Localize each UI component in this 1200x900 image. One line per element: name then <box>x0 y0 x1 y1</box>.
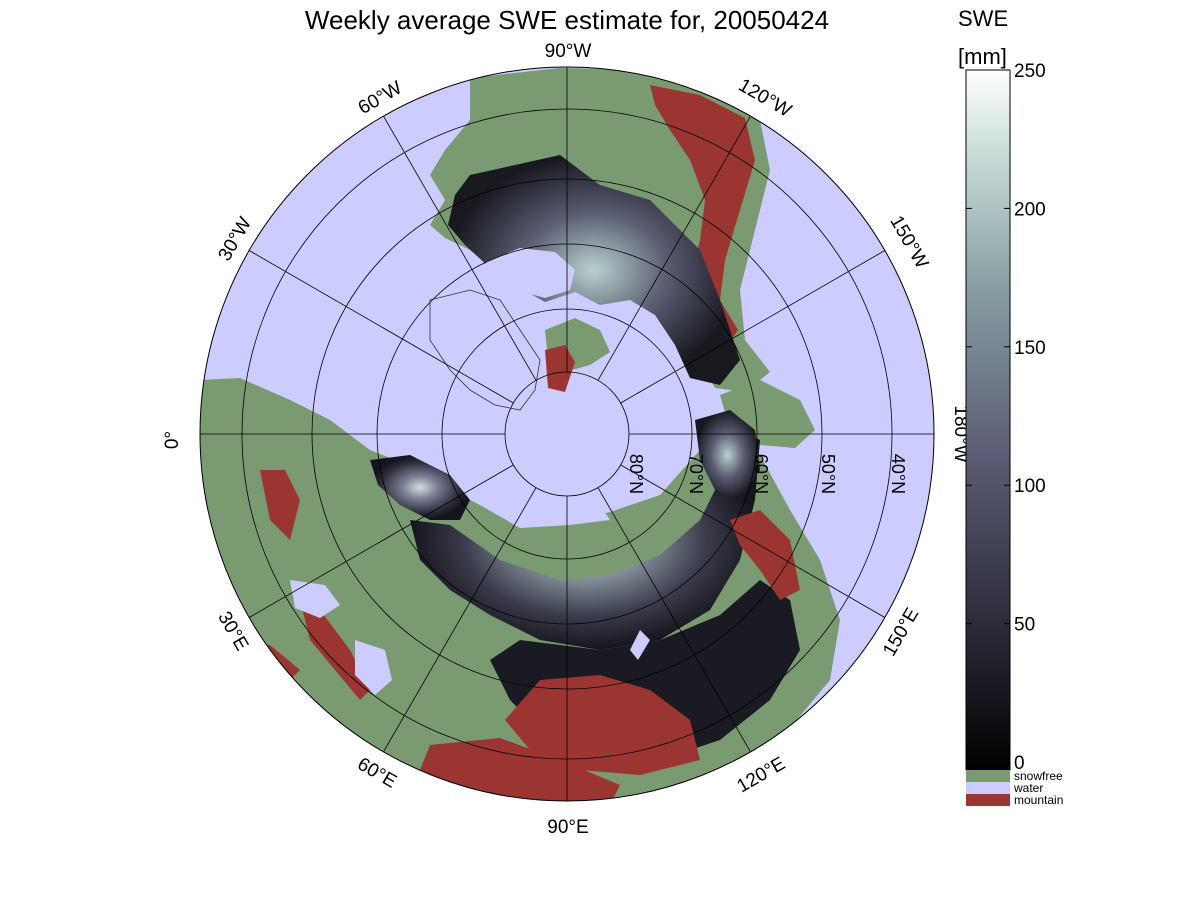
colorbar-gradient <box>965 69 1011 771</box>
meridian-line <box>597 115 751 381</box>
europe-snow <box>370 455 470 520</box>
lon-label-30e: 30°E <box>213 608 252 654</box>
far-east-mountains <box>730 510 800 600</box>
colorbar-tick-label: 250 <box>1014 61 1046 82</box>
ural-mountains <box>300 600 370 700</box>
colorbar-tick-label: 50 <box>1014 615 1035 636</box>
colorbar-ticks: 0 50 100 150 200 250 <box>966 61 1046 774</box>
lon-label-90w: 90°W <box>545 41 592 62</box>
legend-swatch-mountain <box>966 794 1010 806</box>
figure-title: Weekly average SWE estimate for, 2005042… <box>305 5 829 35</box>
canada-snow <box>448 155 740 385</box>
caspian-sea <box>355 640 392 695</box>
legend-swatch-water <box>966 782 1010 794</box>
baffin-mountains <box>545 345 575 392</box>
legend-label-snowfree: snowfree <box>1014 769 1063 783</box>
lat-label-60n: 60°N <box>751 454 771 494</box>
meridian-lines <box>200 67 934 801</box>
colorbar-tick-label: 100 <box>1014 476 1046 497</box>
lat-label-70n: 70°N <box>686 454 706 494</box>
meridian-line <box>620 250 886 404</box>
greenland <box>429 289 541 411</box>
map-outline <box>199 66 935 802</box>
legend-label-mountain: mountain <box>1014 793 1063 807</box>
lon-label-60e: 60°E <box>354 754 400 793</box>
colorbar: SWE [mm] 0 50 100 150 200 250 snowfreewatermo… <box>958 6 1063 807</box>
colorbar-tick-label: 150 <box>1014 338 1046 359</box>
colorbar-tick-label: 0 <box>1014 753 1025 774</box>
lat-label-50n: 50°N <box>818 454 838 494</box>
latitude-labels: 80°N 70°N 60°N 50°N 40°N <box>626 454 908 494</box>
rocky-mountains <box>650 85 755 330</box>
colorbar-title: SWE <box>958 6 1008 31</box>
lake-baikal <box>630 630 650 660</box>
lon-label-120e: 120°E <box>733 753 789 797</box>
scandinavian-mountains <box>260 470 300 540</box>
colorbar-tick-label: 200 <box>1014 199 1046 220</box>
legend-label-water: water <box>1013 781 1043 795</box>
meridian-line <box>597 487 751 753</box>
graticule <box>200 67 934 801</box>
polar-map <box>200 67 934 801</box>
meridian-line <box>383 487 537 753</box>
black-sea <box>290 580 340 618</box>
hudson-bay <box>485 248 575 298</box>
meridian-line <box>248 250 514 404</box>
chukotka-snow <box>695 410 760 500</box>
siberia-snow <box>410 430 760 650</box>
lon-label-90e: 90°E <box>547 817 588 838</box>
colorbar-unit: [mm] <box>958 44 1007 69</box>
lat-label-40n: 40°N <box>888 454 908 494</box>
lon-label-0: 0° <box>162 431 183 449</box>
kara-sea <box>480 500 610 528</box>
meridian-line <box>620 464 886 618</box>
central-asia-mountains <box>505 675 700 775</box>
legend-swatch-snowfree <box>966 770 1010 782</box>
meridian-line <box>383 115 537 381</box>
lat-label-80n: 80°N <box>626 454 646 494</box>
meridian-line <box>248 464 514 618</box>
